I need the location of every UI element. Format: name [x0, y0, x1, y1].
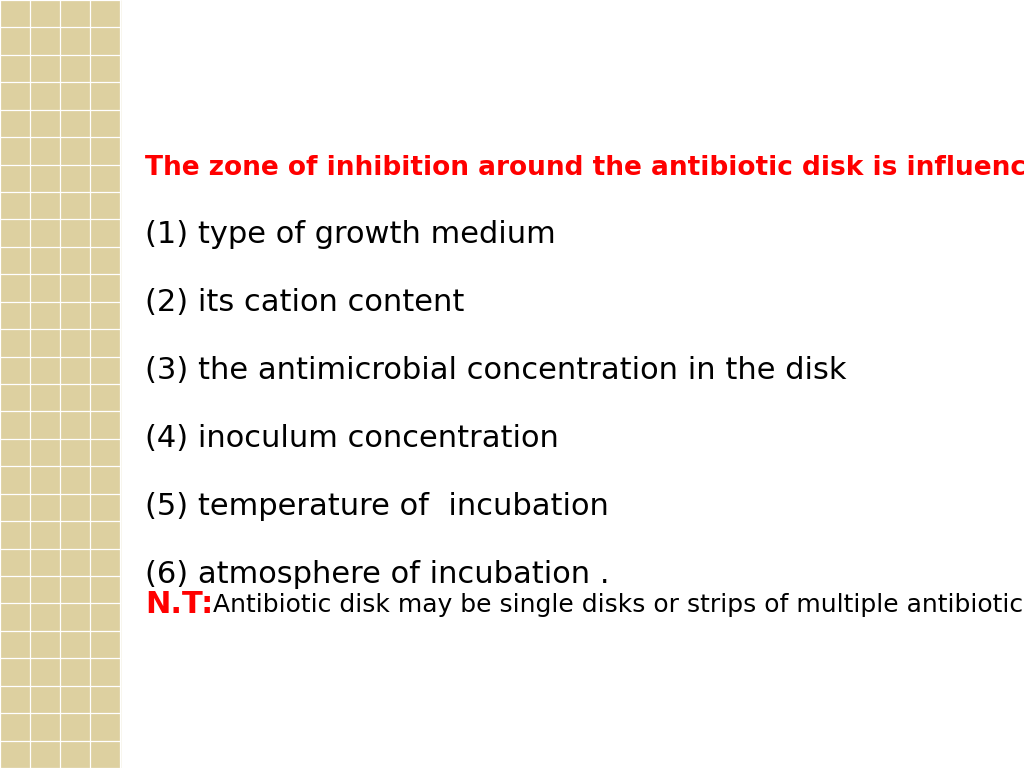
Text: N.T:: N.T:	[145, 590, 213, 619]
Text: (2) its cation content: (2) its cation content	[145, 288, 464, 317]
Text: (1) type of growth medium: (1) type of growth medium	[145, 220, 556, 249]
Text: (3) the antimicrobial concentration in the disk: (3) the antimicrobial concentration in t…	[145, 356, 847, 385]
Bar	[0, 0, 120, 768]
Text: (4) inoculum concentration: (4) inoculum concentration	[145, 424, 559, 453]
Text: The zone of inhibition around the antibiotic disk is influenced by the:: The zone of inhibition around the antibi…	[145, 155, 1024, 181]
Text: (5) temperature of  incubation: (5) temperature of incubation	[145, 492, 609, 521]
Text: Antibiotic disk may be single disks or strips of multiple antibiotic disks.: Antibiotic disk may be single disks or s…	[197, 593, 1024, 617]
Text: (6) atmosphere of incubation .: (6) atmosphere of incubation .	[145, 560, 609, 589]
